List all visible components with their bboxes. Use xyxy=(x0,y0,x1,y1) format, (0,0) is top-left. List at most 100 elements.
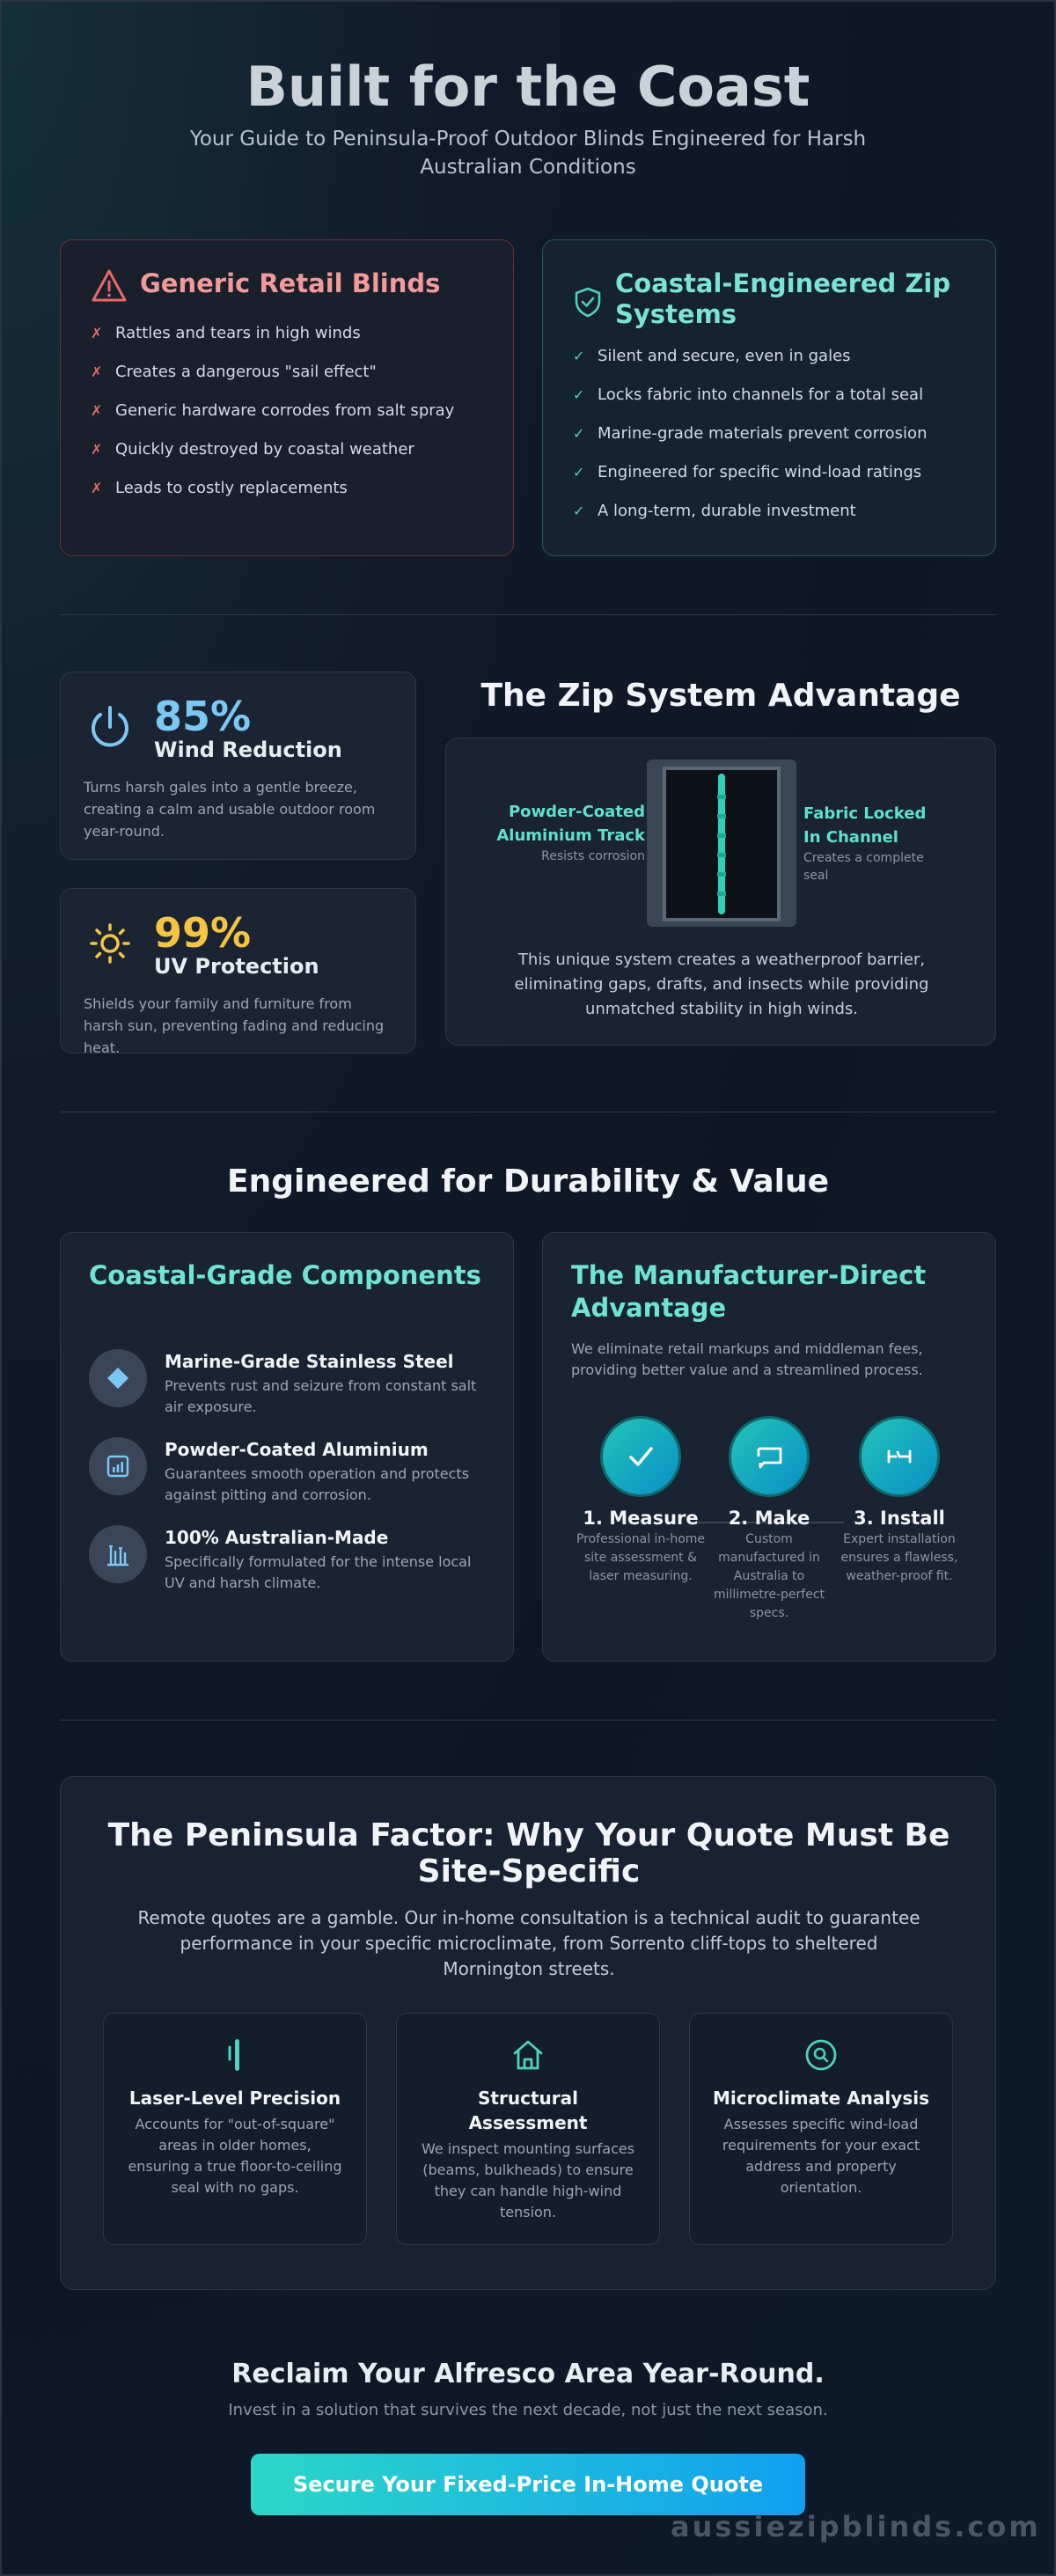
zip-systems-card: Coastal-Engineered Zip Systems ✓ Silent a… xyxy=(542,239,996,556)
steps-connector xyxy=(694,1522,844,1523)
generic-blinds-list: ✗ Rattles and tears in high winds ✗ Create… xyxy=(61,307,513,499)
peninsula-description: Remote quotes are a gamble. Our in-home … xyxy=(137,1907,920,1979)
laser-level-icon xyxy=(104,2037,366,2073)
diamond-icon xyxy=(89,1349,147,1407)
manufacturer-title: The Manufacturer-Direct Advantage xyxy=(571,1260,927,1323)
building-icon xyxy=(89,1525,147,1583)
component-item: 100% Australian-Made Specifically formul… xyxy=(89,1525,494,1594)
sun-icon xyxy=(84,917,136,973)
list-item: ✓ Silent and secure, even in gales xyxy=(573,347,851,365)
check-icon xyxy=(600,1416,681,1497)
check-icon: ✓ xyxy=(573,348,585,364)
fabric-label: Fabric Locked In Channel xyxy=(803,804,927,847)
track-callout: Powder-Coated Aluminium Track Resists co… xyxy=(473,800,645,865)
manufacturer-intro: We eliminate retail markups and middlema… xyxy=(571,1340,923,1378)
step-name: 2. Make xyxy=(728,1508,810,1529)
list-item: ✓ Locks fabric into channels for a total … xyxy=(573,385,924,404)
stat-value: 99% xyxy=(154,909,252,957)
list-item: ✓ Engineered for specific wind-load ratin… xyxy=(573,463,922,481)
flag-icon xyxy=(729,1416,810,1497)
tool-icon xyxy=(859,1416,940,1497)
component-desc: Specifically formulated for the intense … xyxy=(165,1553,472,1591)
durability-title: Engineered for Durability & Value xyxy=(227,1163,829,1200)
component-desc: Prevents rust and seizure from constant … xyxy=(165,1377,477,1415)
feature-desc: We inspect mounting surfaces (beams, bul… xyxy=(421,2140,635,2220)
magnifier-icon xyxy=(690,2037,952,2073)
feature-title: Structural Assessment xyxy=(468,2088,588,2133)
page-subtitle: Your Guide to Peninsula-Proof Outdoor Bl… xyxy=(189,128,867,179)
check-icon: ✓ xyxy=(573,425,585,442)
house-icon xyxy=(397,2037,659,2073)
cross-icon: ✗ xyxy=(91,363,103,380)
check-icon: ✓ xyxy=(573,464,585,481)
list-item: ✓ A long-term, durable investment xyxy=(573,502,856,520)
generic-blinds-card: Generic Retail Blinds ✗ Rattles and tears… xyxy=(60,239,514,556)
component-name: 100% Australian-Made xyxy=(165,1527,389,1548)
check-icon: ✓ xyxy=(573,386,585,403)
feature-title: Microclimate Analysis xyxy=(713,2088,929,2109)
list-item: ✗ Generic hardware corrodes from salt spr… xyxy=(91,401,455,420)
step-desc: Custom manufactured in Australia to mill… xyxy=(713,1532,825,1620)
cross-icon: ✗ xyxy=(91,402,103,419)
peninsula-panel: The Peninsula Factor: Why Your Quote Mus… xyxy=(60,1776,996,2290)
step-name: 3. Install xyxy=(854,1508,945,1529)
section-divider xyxy=(60,1720,996,1721)
check-icon: ✓ xyxy=(573,503,585,519)
cross-icon: ✗ xyxy=(91,325,103,341)
stat-label: UV Protection xyxy=(154,954,319,979)
zip-systems-title: Coastal-Engineered Zip Systems xyxy=(615,268,951,329)
list-item: ✓ Marine-grade materials prevent corrosio… xyxy=(573,424,928,443)
component-name: Marine-Grade Stainless Steel xyxy=(165,1351,454,1372)
component-desc: Guarantees smooth operation and protects… xyxy=(165,1465,470,1503)
shield-check-icon xyxy=(573,286,603,321)
fabric-callout: Fabric Locked In Channel Creates a compl… xyxy=(803,802,944,884)
component-name: Powder-Coated Aluminium xyxy=(165,1439,429,1460)
power-icon xyxy=(84,701,136,757)
component-item: Marine-Grade Stainless Steel Prevents ru… xyxy=(89,1349,494,1418)
list-item: ✗ Creates a dangerous "sail effect" xyxy=(91,363,377,381)
step-name: 1. Measure xyxy=(583,1508,699,1529)
step-desc: Expert installation ensures a flawless, … xyxy=(840,1532,958,1583)
stat-card-uv: 99% UV Protection Shields your family an… xyxy=(60,888,416,1056)
components-panel: Coastal-Grade Components Marine-Grade St… xyxy=(60,1232,514,1662)
components-title: Coastal-Grade Components xyxy=(89,1260,481,1290)
quote-button[interactable]: Secure Your Fixed-Price In-Home Quote xyxy=(251,2454,805,2515)
process-step: 2. Make Custom manufactured in Australia… xyxy=(703,1416,835,1623)
warning-triangle-icon xyxy=(91,268,128,307)
track-label: Powder-Coated Aluminium Track xyxy=(496,803,645,845)
track-sublabel: Resists corrosion xyxy=(541,849,645,863)
fabric-sublabel: Creates a complete seal xyxy=(803,851,924,883)
cross-icon: ✗ xyxy=(91,441,103,458)
feature-title: Laser-Level Precision xyxy=(128,2088,341,2109)
stat-description: Turns harsh gales into a gentle breeze, … xyxy=(84,779,376,840)
stat-value: 85% xyxy=(154,693,252,740)
zip-description: This unique system creates a weatherproo… xyxy=(514,950,929,1018)
feature-desc: Assesses specific wind-load requirements… xyxy=(722,2116,920,2196)
feature-card: Microclimate Analysis Assesses specific … xyxy=(689,2013,953,2245)
list-item: ✗ Leads to costly replacements xyxy=(91,479,348,497)
page-title: Built for the Coast xyxy=(246,55,810,119)
component-item: Powder-Coated Aluminium Guarantees smoot… xyxy=(89,1437,494,1506)
section-divider xyxy=(60,614,996,615)
zip-advantage-title: The Zip System Advantage xyxy=(480,678,961,714)
list-item: ✗ Quickly destroyed by coastal weather xyxy=(91,440,414,459)
zip-advantage-panel: Powder-Coated Aluminium Track Resists co… xyxy=(445,738,996,1046)
process-step: 1. Measure Professional in-home site ass… xyxy=(575,1416,707,1586)
stat-label: Wind Reduction xyxy=(154,738,342,762)
bar-chart-icon xyxy=(89,1437,147,1495)
site-watermark: aussiezipblinds.com xyxy=(671,2510,1041,2543)
cross-icon: ✗ xyxy=(91,480,103,496)
peninsula-title: The Peninsula Factor: Why Your Quote Mus… xyxy=(107,1817,950,1890)
stat-description: Shields your family and furniture from h… xyxy=(84,995,385,1056)
step-desc: Professional in-home site assessment & l… xyxy=(576,1532,706,1583)
feature-desc: Accounts for "out-of-square" areas in ol… xyxy=(128,2116,342,2196)
feature-card: Structural Assessment We inspect mountin… xyxy=(396,2013,660,2245)
cta-title: Reclaim Your Alfresco Area Year-Round. xyxy=(231,2359,825,2389)
cta-subtitle: Invest in a solution that survives the n… xyxy=(228,2401,828,2419)
feature-card: Laser-Level Precision Accounts for "out-… xyxy=(103,2013,367,2245)
zip-channel-graphic xyxy=(647,760,796,927)
generic-blinds-title: Generic Retail Blinds xyxy=(140,268,441,298)
manufacturer-panel: The Manufacturer-Direct Advantage We eli… xyxy=(542,1232,996,1662)
stat-card-wind: 85% Wind Reduction Turns harsh gales int… xyxy=(60,672,416,860)
